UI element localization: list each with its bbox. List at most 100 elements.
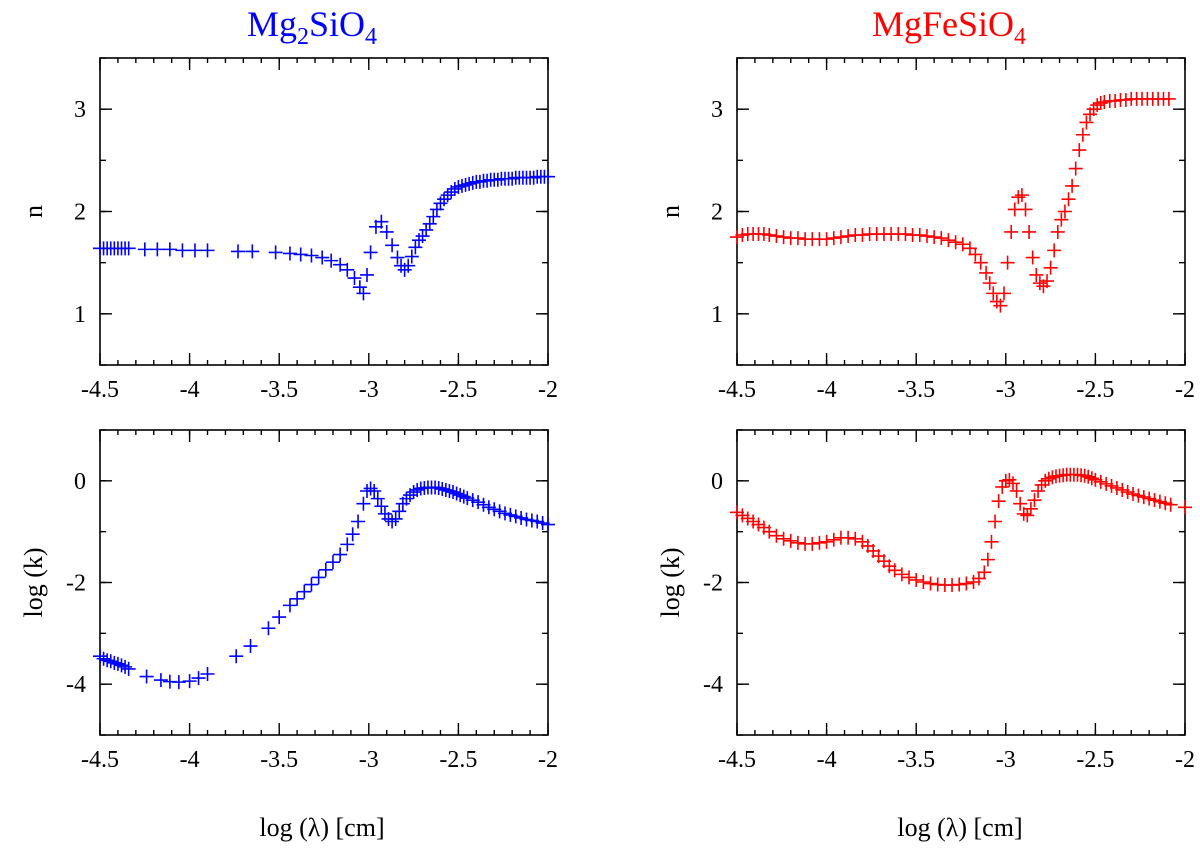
data-point (769, 528, 784, 543)
data-point (902, 570, 917, 585)
data-point (437, 192, 452, 207)
data-point (230, 244, 245, 259)
data-point (1025, 250, 1040, 265)
x-tick-label: -2.5 (439, 377, 477, 403)
data-point (272, 610, 287, 625)
data-point (998, 473, 1013, 488)
data-point (419, 222, 434, 237)
data-point (541, 517, 555, 532)
data-point (93, 649, 107, 664)
data-point (1065, 178, 1080, 193)
data-point (438, 482, 453, 497)
x-tick-label: -3 (996, 747, 1016, 773)
data-point (1047, 243, 1062, 258)
data-point (245, 244, 260, 259)
x-tick-label: -4 (817, 377, 837, 403)
data-point (909, 572, 924, 587)
data-point (1011, 190, 1026, 205)
data-point (1045, 470, 1060, 485)
data-point (191, 671, 206, 686)
data-point (790, 231, 805, 246)
data-point (762, 524, 777, 539)
data-point (431, 480, 446, 495)
data-point (898, 227, 913, 242)
data-point (110, 656, 125, 671)
y-axis-label: log (k) (656, 547, 685, 617)
data-point (403, 488, 418, 503)
data-point (826, 231, 841, 246)
data-point (769, 229, 784, 244)
data-point (1014, 188, 1029, 203)
x-tick-label: -2 (538, 377, 558, 403)
data-point (1079, 115, 1094, 130)
y-tick-label: -2 (66, 571, 86, 597)
data-point (297, 584, 312, 599)
data-point (1032, 276, 1047, 291)
panel-top-right-n: -4.5 -4 -3.5 -3 -2.5 -2 1 2 3 n (656, 57, 1195, 403)
x-tick-label: -3 (359, 377, 379, 403)
y-tick-label: 2 (711, 200, 723, 226)
data-point (1029, 267, 1044, 282)
data-point (347, 271, 362, 286)
data-point (1081, 469, 1096, 484)
data-point (1020, 508, 1035, 523)
data-point (541, 169, 555, 184)
y-tick-label: 1 (74, 302, 86, 328)
data-point (410, 482, 425, 497)
plot-frame (736, 57, 1186, 366)
data-point (783, 533, 798, 548)
data-point (200, 243, 215, 258)
data-point (315, 250, 330, 265)
data-point (848, 531, 863, 546)
data-point (282, 598, 297, 613)
data-point (451, 179, 466, 194)
data-point (988, 514, 1003, 529)
data-point (912, 228, 927, 243)
data-point (385, 238, 400, 253)
data-point (447, 181, 462, 196)
data-point (390, 250, 405, 265)
data-point (959, 576, 974, 591)
data-point (480, 173, 495, 188)
data-point (139, 669, 154, 684)
plot-frame (99, 429, 549, 736)
data-point (282, 246, 297, 261)
x-tick-label: -4.5 (81, 377, 119, 403)
data-point (995, 479, 1010, 494)
title-mgfesio4: MgFeSiO4 (872, 4, 1026, 50)
x-tick-label: -3.5 (897, 747, 935, 773)
panel-bottom-right-logk: -4.5 -4 -3.5 -3 -2.5 -2 -4 -2 0 log (k) (656, 429, 1195, 773)
data-point (325, 555, 340, 570)
data-point (1040, 274, 1055, 289)
data-point (923, 576, 938, 591)
data-point (776, 230, 791, 245)
data-point (1000, 255, 1015, 270)
panel-top-left-n: -4.5 -4 -3.5 -3 -2.5 -2 1 2 3 n (19, 57, 558, 403)
data-point (1072, 143, 1087, 158)
data-point (351, 514, 366, 529)
data-point (819, 534, 834, 549)
data-point (1041, 471, 1056, 486)
data-point (458, 177, 473, 192)
data-point (429, 202, 444, 217)
data-point (1027, 493, 1042, 508)
data-point (526, 170, 541, 185)
data-point (340, 262, 355, 277)
data-point (894, 567, 909, 582)
data-point (406, 485, 421, 500)
data-point (952, 577, 967, 592)
data-point (182, 674, 197, 689)
y-tick-label: 0 (711, 469, 723, 495)
data-point (991, 494, 1006, 509)
data-point (100, 653, 115, 668)
x-tick-label: -2.5 (439, 747, 477, 773)
data-point (401, 258, 416, 273)
data-point (1034, 477, 1049, 492)
data-point (304, 577, 319, 592)
x-tick-label: -3.5 (897, 377, 935, 403)
data-point (453, 488, 468, 503)
data-point (1013, 496, 1028, 511)
data-point (243, 639, 258, 654)
data-point (333, 547, 348, 562)
x-tick-label: -3 (996, 377, 1016, 403)
